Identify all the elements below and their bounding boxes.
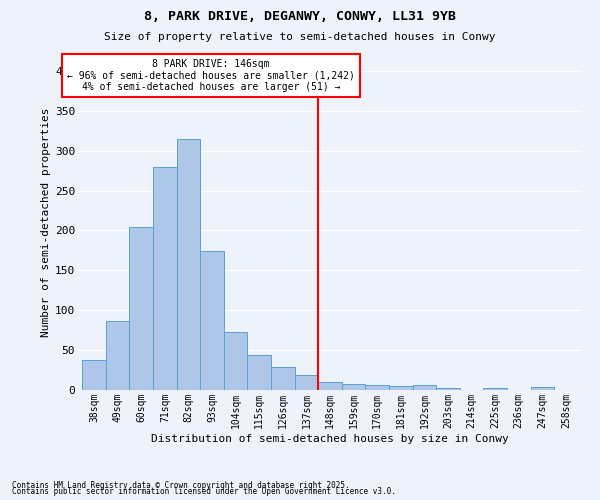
- Bar: [436, 388, 460, 390]
- Text: 8, PARK DRIVE, DEGANWY, CONWY, LL31 9YB: 8, PARK DRIVE, DEGANWY, CONWY, LL31 9YB: [144, 10, 456, 23]
- Text: Contains HM Land Registry data © Crown copyright and database right 2025.: Contains HM Land Registry data © Crown c…: [12, 481, 350, 490]
- Bar: [82, 360, 106, 390]
- Bar: [365, 385, 389, 390]
- Bar: [389, 386, 413, 390]
- X-axis label: Distribution of semi-detached houses by size in Conwy: Distribution of semi-detached houses by …: [151, 434, 509, 444]
- Text: Contains public sector information licensed under the Open Government Licence v3: Contains public sector information licen…: [12, 487, 396, 496]
- Bar: [200, 251, 224, 390]
- Bar: [247, 355, 271, 390]
- Text: 8 PARK DRIVE: 146sqm
← 96% of semi-detached houses are smaller (1,242)
4% of sem: 8 PARK DRIVE: 146sqm ← 96% of semi-detac…: [67, 59, 355, 92]
- Bar: [153, 166, 176, 390]
- Bar: [271, 367, 295, 390]
- Bar: [295, 375, 318, 390]
- Bar: [318, 382, 342, 390]
- Bar: [130, 228, 153, 390]
- Bar: [176, 138, 200, 390]
- Bar: [530, 387, 554, 390]
- Text: Size of property relative to semi-detached houses in Conwy: Size of property relative to semi-detach…: [104, 32, 496, 42]
- Bar: [413, 385, 436, 390]
- Y-axis label: Number of semi-detached properties: Number of semi-detached properties: [41, 108, 51, 337]
- Bar: [224, 332, 247, 390]
- Bar: [106, 320, 130, 390]
- Bar: [342, 384, 365, 390]
- Bar: [484, 388, 507, 390]
